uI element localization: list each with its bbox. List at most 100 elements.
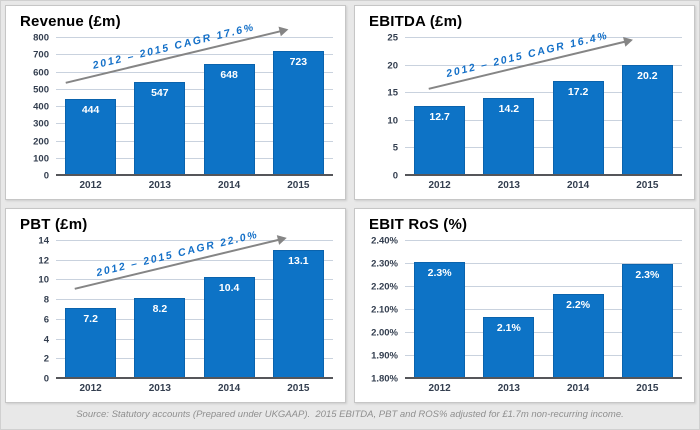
bar-slot: 12.7 [405,38,474,176]
x-tick-label: 2014 [567,382,590,394]
bar-2013: 2.1% [483,316,535,379]
x-axis: 2012 2013 2014 2015 [405,379,682,397]
bar-slot: 723 [264,38,333,176]
bar-slot: 14.2 [474,38,543,176]
x-tick-label: 2013 [148,382,171,394]
bar-value-label: 7.2 [83,313,98,326]
x-axis-line [405,174,682,176]
bar-slot: 8.2 [125,241,194,379]
y-axis: 0 100 200 300 400 500 600 700 800 [14,33,56,182]
chart-panel-ebitda: EBITDA (£m) 0 5 10 15 20 25 12.7 14.2 17.2 20.2 20… [354,5,695,200]
y-tick-label: 25 [387,32,398,44]
y-tick-label: 8 [43,294,49,306]
chart-title-pbt: PBT (£m) [20,216,88,233]
bar-value-label: 12.7 [429,110,450,123]
bar-2012: 12.7 [414,105,466,176]
x-axis-line [56,377,333,379]
x-tick-label: 2015 [636,382,659,394]
y-tick-label: 2.30% [371,258,398,270]
bar-2012: 444 [65,99,117,176]
y-axis: 0 2 4 6 8 10 12 14 [14,236,56,385]
y-tick-label: 14 [38,235,49,247]
bar-slot: 648 [195,38,264,176]
gridline [56,140,333,142]
y-tick-label: 1.90% [371,350,398,362]
chart-panel-ebit-ros: EBIT RoS (%) 1.80% 1.90% 2.00% 2.10% 2.20% 2.… [354,208,695,403]
y-tick-label: 6 [43,314,49,326]
bar-2015: 2.3% [621,264,673,379]
bar-value-label: 20.2 [637,69,658,82]
y-tick-label: 2 [43,353,49,365]
x-tick-label: 2013 [148,179,171,191]
plot-wrap: 7.2 8.2 10.4 13.1 2012 – 2015 CAGR 22.0% 2012… [56,228,333,397]
bar-2015: 20.2 [621,64,673,176]
bar-slot: 17.2 [544,38,613,176]
x-tick-label: 2015 [636,179,659,191]
gridline [405,263,682,264]
gridline [56,299,333,301]
bar-value-label: 2.1% [496,321,521,334]
bar-slot: 7.2 [56,241,125,379]
gridline [56,240,333,241]
bar-slot: 2.1% [474,241,543,379]
gridline [405,119,682,121]
y-tick-label: 10 [387,115,398,127]
x-axis-line [56,174,333,176]
x-tick-label: 2013 [497,179,520,191]
gridline [56,106,333,107]
gridline [56,37,333,38]
x-axis: 2012 2013 2014 2015 [405,176,682,194]
y-tick-label: 200 [33,136,49,147]
x-tick-label: 2012 [79,179,102,191]
chart-title-ebit-ros: EBIT RoS (%) [369,216,468,233]
gridline [56,71,333,73]
y-tick-label: 0 [43,170,49,182]
bar-2014: 2.2% [552,293,604,379]
gridline [56,123,333,125]
gridline [405,64,682,66]
bar-value-label: 2.2% [566,298,591,311]
y-tick-label: 5 [392,142,398,154]
y-tick-label: 2.00% [371,327,398,339]
bar-value-label: 17.2 [567,86,589,99]
gridline [56,338,333,340]
bar-2012: 2.3% [414,261,466,379]
gridline [405,309,682,310]
gridline [405,92,682,94]
bar-slot: 20.2 [613,38,682,176]
bar-slot: 2.3% [405,241,474,379]
y-axis: 0 5 10 15 20 25 [363,33,405,182]
bar-2013: 14.2 [483,97,535,176]
bar-slot: 2.3% [613,241,682,379]
y-axis: 1.80% 1.90% 2.00% 2.10% 2.20% 2.30% 2.40% [363,236,405,385]
plot-wrap: 12.7 14.2 17.2 20.2 2012 – 2015 CAGR 16.4% 20… [405,29,682,194]
y-tick-label: 100 [33,153,49,165]
y-tick-label: 800 [33,32,49,44]
x-tick-label: 2015 [287,179,310,191]
chart-panel-revenue: Revenue (£m) 0 100 200 300 400 500 600 700 800 44… [5,5,346,200]
bar-2015: 13.1 [272,249,324,379]
gridline [56,88,333,90]
y-tick-label: 600 [33,67,49,78]
bar-value-label: 547 [151,86,169,99]
gridline [56,54,333,56]
y-tick-label: 1.80% [371,373,398,385]
chart-plot-pbt: 0 2 4 6 8 10 12 14 7.2 8.2 10.4 13.1 2012 – 2015 CAG… [14,228,333,397]
y-tick-label: 400 [33,101,49,113]
gridline [405,147,682,149]
bar-slot: 13.1 [264,241,333,379]
bar-value-label: 14.2 [498,102,520,115]
gridline [56,157,333,159]
bar-slot: 547 [125,38,194,176]
y-tick-label: 700 [33,49,49,61]
plot-wrap: 444 547 648 723 2012 – 2015 CAGR 17.6% 2012 20… [56,21,333,194]
bar-2013: 547 [134,81,186,176]
bar-value-label: 2.3% [427,266,452,279]
y-tick-label: 4 [43,334,49,346]
bars-group: 444 547 648 723 [56,38,333,176]
x-axis-line [405,377,682,379]
y-tick-label: 500 [33,84,49,96]
bars-group: 2.3% 2.1% 2.2% 2.3% [405,241,682,379]
plot-area: 444 547 648 723 2012 – 2015 CAGR 17.6% [56,21,333,176]
